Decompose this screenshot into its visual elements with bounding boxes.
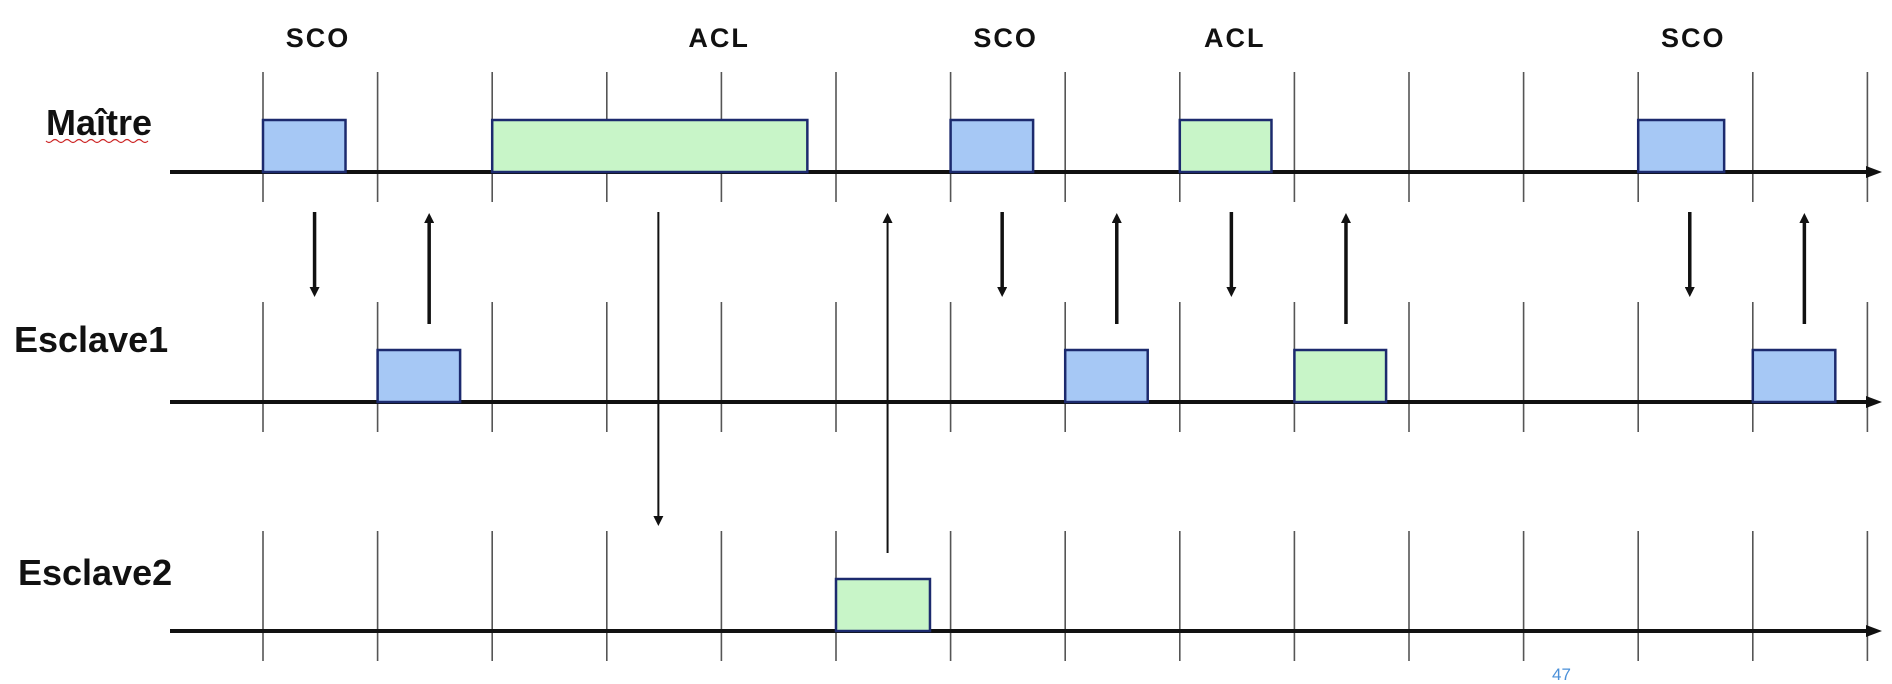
- acl-packet: [1178, 118, 1273, 174]
- sco-packet: [1751, 348, 1837, 404]
- packet-type-label: ACL: [1204, 23, 1266, 53]
- sco-packet: [261, 118, 347, 174]
- time-axis-arrowhead: [1866, 166, 1882, 178]
- sco-packet: [376, 348, 462, 404]
- time-axis-arrowhead: [1866, 396, 1882, 408]
- packet-type-label: SCO: [973, 23, 1038, 53]
- packet-type-label: SCO: [1661, 23, 1726, 53]
- transmission-arrows: [309, 212, 1810, 553]
- acl-packet: [490, 118, 809, 174]
- packets: [261, 118, 1837, 633]
- time-axis-arrowhead: [1866, 625, 1882, 637]
- spellcheck-squiggle: [45, 138, 149, 144]
- device-row-labels: Maître Esclave1 Esclave2: [14, 102, 172, 593]
- row-label-esclave2: Esclave2: [18, 552, 172, 593]
- packet-type-label: SCO: [286, 23, 351, 53]
- sco-packet: [949, 118, 1035, 174]
- acl-packet: [1293, 348, 1388, 404]
- row-label-esclave1: Esclave1: [14, 319, 168, 360]
- page-number: 47: [1552, 665, 1571, 684]
- acl-packet: [834, 577, 932, 633]
- packet-type-labels: SCO ACL SCO ACL SCO: [286, 23, 1726, 53]
- sco-packet: [1636, 118, 1726, 174]
- sco-packet: [1063, 348, 1149, 404]
- row-label-maitre: Maître: [46, 102, 152, 143]
- packet-type-label: ACL: [688, 23, 750, 53]
